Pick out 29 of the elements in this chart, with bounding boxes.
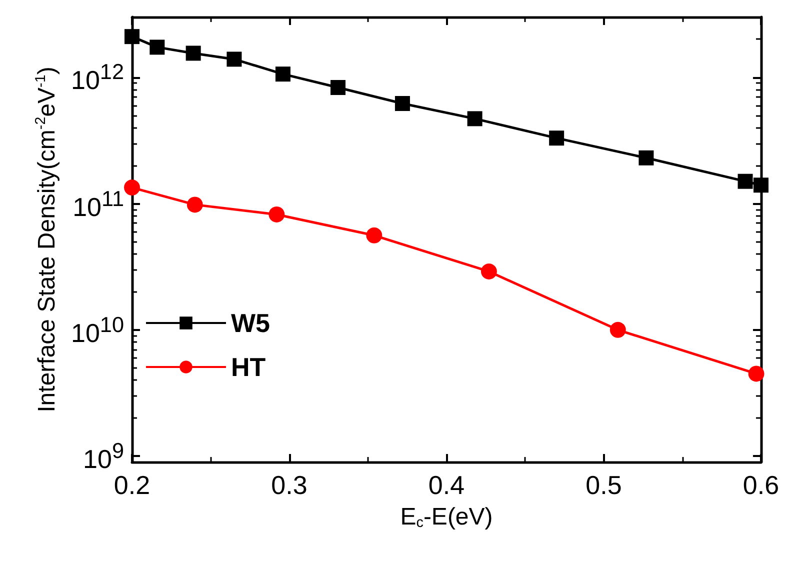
point: [610, 322, 626, 338]
point: [467, 111, 482, 126]
point: [186, 46, 201, 61]
point: [638, 150, 654, 166]
x-tick-label: 0.4: [428, 470, 465, 500]
point: [394, 96, 410, 111]
y-tick-label: 10$^{10}$: [70, 312, 124, 348]
point: [748, 366, 764, 382]
point: [150, 40, 165, 55]
point: [186, 196, 203, 213]
y-tick-label: 10$^{12}$: [70, 59, 124, 96]
x-tick-label: 0.5: [586, 470, 622, 500]
point: [268, 206, 285, 222]
y-axis-title: Interface State Density(cm-2eV-1): [33, 66, 60, 412]
legend-label: HT: [231, 352, 266, 382]
point: [738, 174, 753, 189]
point: [124, 180, 140, 196]
point: [330, 80, 346, 95]
point: [124, 29, 140, 44]
point: [366, 227, 382, 244]
y-tick-label: 10$^{11}$: [72, 186, 124, 222]
legend-label: W5: [231, 308, 270, 338]
x-tick-label: 0.6: [742, 470, 780, 500]
point: [754, 178, 768, 193]
point: [275, 66, 290, 82]
point: [549, 130, 564, 146]
point: [480, 264, 497, 280]
x-tick-label: 0.3: [271, 470, 308, 500]
point: [226, 52, 242, 67]
